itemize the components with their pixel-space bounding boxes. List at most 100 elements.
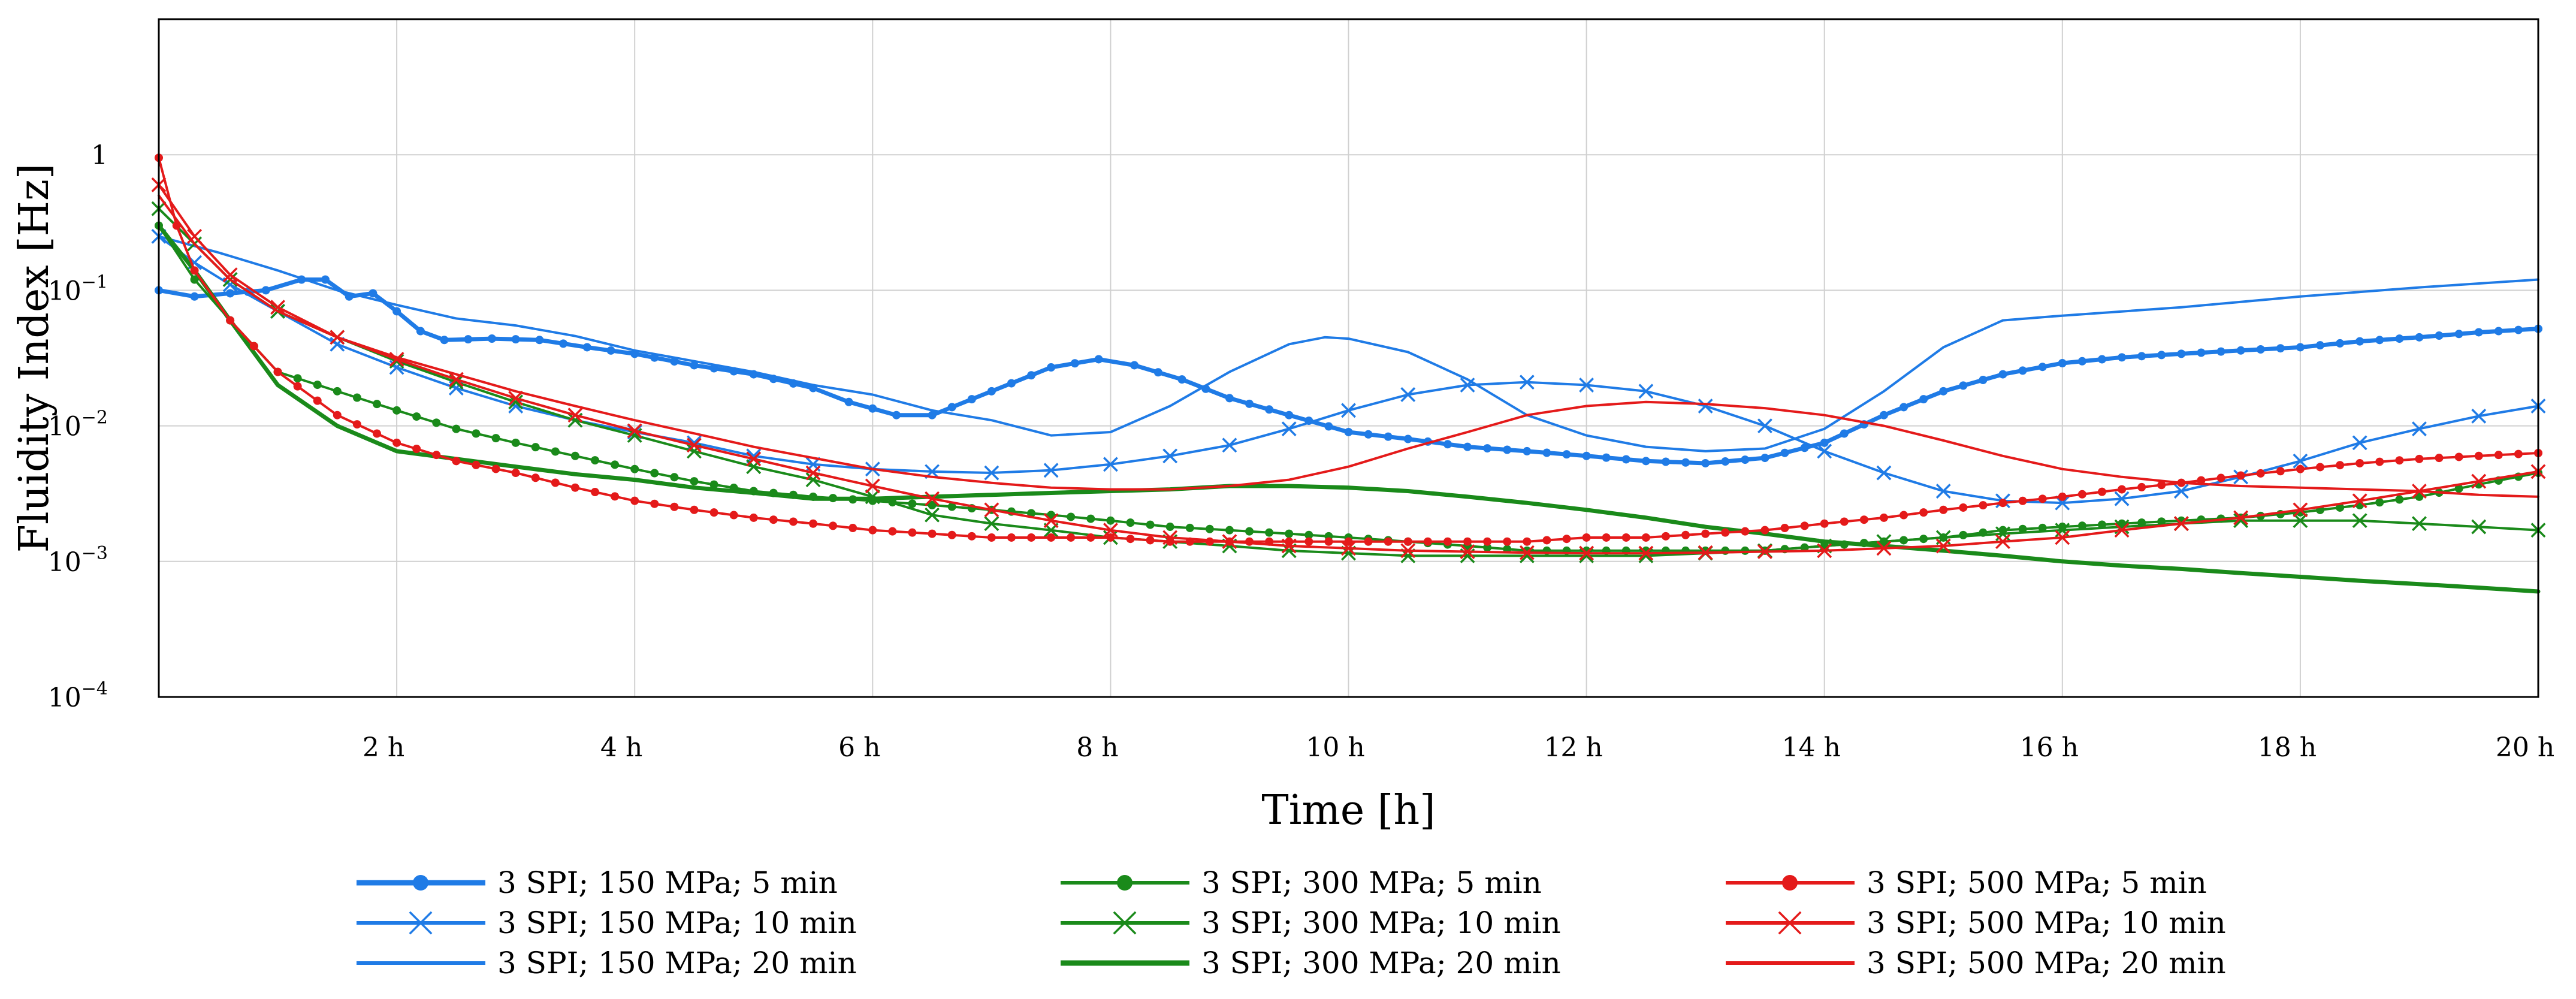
marker-dot [2197, 348, 2206, 357]
marker-dot [1067, 533, 1076, 542]
marker-dot [2336, 503, 2345, 512]
marker-x [984, 516, 999, 532]
marker-x [2471, 408, 2487, 424]
y-tick-labels: 1 10−1 10−2 10−3 10−4 [48, 140, 108, 713]
marker-x [925, 507, 940, 523]
marker-x [1043, 513, 1059, 529]
marker-dot [1007, 533, 1016, 542]
marker-dot [709, 480, 718, 489]
marker-dot [670, 357, 679, 366]
legend-label: 3 SPI; 150 MPa; 20 min [497, 946, 857, 980]
marker-x [1817, 543, 1832, 559]
marker-dot [1463, 442, 1472, 451]
marker-x [984, 502, 999, 518]
marker-dot [1364, 537, 1373, 546]
marker-x [2352, 493, 2367, 509]
marker-x [2412, 421, 2427, 437]
marker-x [1519, 375, 1535, 390]
marker-dot [1225, 394, 1234, 403]
marker-dot [2375, 498, 2384, 507]
x-tick-label: 18 h [2258, 732, 2317, 763]
marker-dot [1403, 434, 1412, 443]
marker-dot [2276, 344, 2285, 353]
marker-dot [844, 397, 853, 406]
marker-dot [559, 339, 568, 348]
legend-item: 3 SPI; 150 MPa; 10 min [357, 906, 857, 940]
marker-dot [690, 361, 699, 370]
marker-dot [1483, 537, 1492, 546]
marker-dot [432, 451, 441, 460]
marker-dot [273, 367, 282, 376]
marker-dot [2415, 333, 2424, 342]
marker-dot [1701, 458, 1710, 467]
marker-x [1281, 538, 1297, 554]
marker-dot [2038, 494, 2047, 503]
marker-dot [2395, 456, 2404, 465]
marker-x [2412, 516, 2427, 532]
marker-dot [1384, 432, 1393, 441]
marker-dot [1106, 516, 1115, 525]
marker-dot [511, 469, 520, 478]
marker-dot [1265, 528, 1274, 537]
marker-dot [491, 464, 500, 473]
marker-x [1698, 545, 1713, 560]
marker-dot [908, 528, 917, 537]
marker-dot [1979, 376, 1988, 385]
marker-dot [464, 335, 473, 344]
marker-dot [967, 532, 976, 541]
y-tick-label: 10−1 [48, 271, 108, 306]
marker-dot [2097, 355, 2106, 364]
marker-dot [1047, 363, 1056, 372]
marker-dot [1070, 359, 1079, 368]
marker-dot [888, 527, 897, 536]
marker-dot [1542, 536, 1551, 545]
series-line [158, 194, 2539, 498]
marker-dot [2157, 351, 2166, 360]
marker-dot [1185, 523, 1194, 532]
marker-dot [2118, 353, 2127, 362]
marker-dot [2296, 343, 2305, 352]
marker-x [2352, 513, 2367, 529]
marker-dot [2375, 336, 2384, 345]
marker-x [805, 465, 821, 481]
legend-item: 3 SPI; 500 MPa; 20 min [1726, 946, 2226, 980]
marker-dot [2276, 467, 2285, 476]
marker-x [1222, 534, 1237, 550]
x-tick-label: 4 h [600, 732, 642, 763]
marker-dot [412, 412, 421, 421]
marker-dot [1939, 387, 1948, 396]
x-tick-label: 8 h [1076, 732, 1118, 763]
marker-dot [1047, 533, 1056, 542]
x-tick-label: 2 h [363, 732, 404, 763]
marker-dot [2018, 366, 2027, 375]
marker-dot [1483, 543, 1492, 552]
marker-x [1935, 538, 1951, 554]
marker-dot [2197, 476, 2206, 485]
marker-dot [190, 292, 199, 301]
marker-dot [2236, 346, 2245, 355]
marker-dot [1621, 455, 1630, 464]
marker-dot [190, 275, 199, 284]
marker-dot [1919, 508, 1928, 517]
marker-dot [472, 429, 481, 438]
marker-dot [487, 334, 496, 343]
marker-dot [2077, 490, 2086, 499]
marker-x [1817, 443, 1832, 459]
marker-dot [630, 496, 639, 505]
marker-dot [1780, 524, 1789, 533]
marker-dot [511, 438, 520, 447]
series-line [158, 207, 2539, 557]
marker-dot [1324, 537, 1333, 546]
marker-dot [690, 505, 699, 514]
marker-dot [1364, 430, 1373, 439]
marker-dot [1027, 533, 1036, 542]
marker-x [270, 300, 285, 315]
marker-dot [551, 478, 560, 487]
marker-dot [1998, 499, 2007, 508]
marker-dot [1146, 536, 1155, 545]
marker-dot [2355, 458, 2364, 467]
marker-x [1698, 399, 1713, 414]
marker-dot [570, 451, 579, 460]
marker-dot [261, 286, 270, 295]
marker-dot [1285, 529, 1294, 538]
